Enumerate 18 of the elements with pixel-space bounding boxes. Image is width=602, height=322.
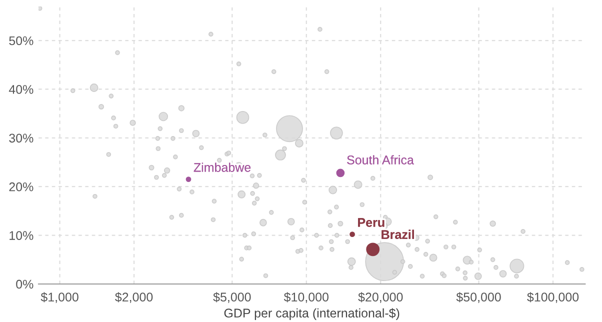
y-tick-label: 30% xyxy=(9,134,34,143)
y-tick-label: 10% xyxy=(10,231,34,240)
x-tick-label: $2,000 xyxy=(115,292,153,303)
annotation: South Africa xyxy=(347,155,414,164)
x-tick-label: $100,000 xyxy=(527,292,579,303)
y-tick-label: 0% xyxy=(16,280,34,289)
y-tick-label: 20% xyxy=(9,182,34,192)
x-tick-label: $5,000 xyxy=(213,292,251,303)
x-axis-title: GDP per capita (international-$) xyxy=(224,308,400,320)
x-tick-label: $20,000 xyxy=(358,292,403,303)
y-tick-label: 50% xyxy=(9,36,34,46)
annotation: Brazil xyxy=(382,230,414,239)
annotation: Peru xyxy=(358,218,384,227)
annotation: Zimbabwe xyxy=(194,162,251,172)
y-tick-label: 40% xyxy=(8,85,34,94)
x-tick-label: $50,000 xyxy=(456,292,501,303)
x-tick-label: $10,000 xyxy=(284,292,328,303)
x-tick-label: $1,000 xyxy=(40,292,78,303)
